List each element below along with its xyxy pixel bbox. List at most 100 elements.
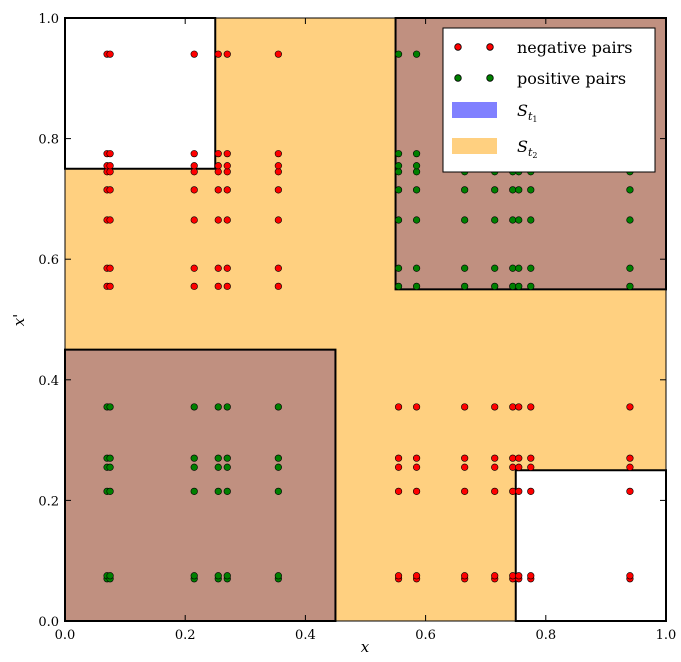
- negative-pair-point-89: [394, 403, 403, 411]
- negative-pair-point-79: [274, 186, 282, 194]
- positive-pair-point-149: [509, 186, 517, 194]
- positive-pair-point-162: [515, 216, 523, 224]
- positive-pair-point-60: [223, 454, 231, 462]
- negative-pair-point-88: [394, 454, 403, 462]
- negative-pair-point-38: [190, 168, 198, 176]
- positive-pair-point-174: [527, 282, 535, 290]
- negative-pair-point-113: [461, 572, 469, 580]
- positive-pair-point-73: [274, 463, 282, 471]
- negative-pair-point-27: [106, 50, 114, 58]
- positive-pair-point-176: [527, 216, 535, 224]
- negative-pair-point-67: [223, 162, 231, 170]
- negative-pair-point-50: [214, 216, 222, 224]
- negative-pair-point-156: [515, 487, 523, 495]
- positive-pair-point-118: [461, 282, 469, 290]
- negative-pair-point-40: [190, 150, 198, 158]
- positive-pair-point-74: [274, 454, 282, 462]
- positive-pair-point-33: [190, 403, 198, 411]
- positive-pair-point-17: [106, 463, 114, 471]
- negative-pair-point-26: [106, 150, 114, 158]
- x-tick-label-5: 1.0: [656, 628, 677, 643]
- negative-pair-point-51: [214, 186, 222, 194]
- negative-pair-point-62: [223, 282, 231, 290]
- positive-pair-point-92: [394, 216, 403, 224]
- plot-frame: [64, 17, 667, 622]
- positive-pair-point-120: [461, 216, 469, 224]
- positive-pair-point-108: [412, 168, 421, 176]
- negative-pair-point-103: [412, 403, 421, 411]
- negative-pair-point-159: [515, 403, 523, 411]
- positive-pair-point-121: [461, 186, 469, 194]
- positive-pair-point-43: [214, 572, 222, 580]
- positive-pair-point-45: [214, 463, 222, 471]
- positive-pair-point-96: [394, 150, 403, 158]
- positive-pair-point-190: [626, 216, 634, 224]
- legend-st1-swatch: [452, 102, 497, 118]
- x-tick-label-0: 0.0: [55, 628, 76, 643]
- y-tick-label-2: 0.4: [38, 374, 59, 389]
- legend-st1-sub: t: [528, 110, 533, 123]
- positive-pair-point-32: [190, 454, 198, 462]
- x-axis-label: x: [361, 638, 370, 656]
- negative-pair-point-186: [626, 454, 634, 462]
- negative-pair-point-172: [527, 454, 535, 462]
- negative-pair-point-145: [509, 403, 517, 411]
- negative-pair-point-55: [214, 50, 222, 58]
- negative-pair-point-65: [223, 186, 231, 194]
- negative-pair-point-142: [509, 487, 517, 495]
- legend-st1-label: St1: [517, 101, 537, 124]
- negative-pair-point-144: [509, 454, 517, 462]
- negative-pair-point-34: [190, 282, 198, 290]
- negative-pair-point-101: [412, 463, 421, 471]
- positive-pair-point-119: [461, 264, 469, 272]
- negative-pair-point-116: [461, 454, 469, 462]
- negative-pair-point-99: [412, 572, 421, 580]
- negative-pair-point-170: [527, 487, 535, 495]
- legend-st2-label: St2: [517, 137, 537, 160]
- negative-pair-point-35: [190, 264, 198, 272]
- negative-pair-point-80: [274, 168, 282, 176]
- negative-pair-point-114: [461, 487, 469, 495]
- negative-pair-point-83: [274, 50, 282, 58]
- negative-pair-point-48: [214, 282, 222, 290]
- negative-pair-point-157: [515, 463, 523, 471]
- negative-pair-point-130: [491, 454, 499, 462]
- y-axis-label: x': [10, 314, 28, 327]
- positive-pair-point-57: [223, 572, 231, 580]
- negative-pair-point-68: [223, 150, 231, 158]
- negative-pair-point-69: [223, 50, 231, 58]
- negative-pair-point-155: [515, 572, 523, 580]
- negative-pair-point-64: [223, 216, 231, 224]
- legend: negative pairs positive pairs St1 St2: [442, 27, 656, 173]
- positive-pair-point-135: [491, 186, 499, 194]
- legend-st2-subsub: 2: [532, 151, 537, 160]
- s-t2-excluded-region-1: [514, 469, 667, 622]
- negative-pair-point-85: [394, 572, 403, 580]
- y-tick-label-4: 0.8: [38, 133, 59, 148]
- negative-pair-point-115: [461, 463, 469, 471]
- ticks-layer: 0.0 0.2 0.4 0.6 0.8 1.0 0.0 0.2 0.4 0.6 0.8 1.0: [38, 12, 676, 643]
- positive-pair-point-161: [515, 264, 523, 272]
- y-tick-label-5: 1.0: [38, 12, 59, 27]
- negative-pair-point-24: [106, 168, 114, 176]
- positive-pair-point-18: [106, 454, 114, 462]
- positive-pair-point-132: [491, 282, 499, 290]
- positive-pair-point-72: [274, 487, 282, 495]
- positive-pair-point-188: [626, 282, 634, 290]
- points-layer: [103, 50, 634, 583]
- positive-pair-point-107: [412, 186, 421, 194]
- positive-pair-point-110: [412, 150, 421, 158]
- positive-pair-point-47: [214, 403, 222, 411]
- negative-pair-point-187: [626, 403, 634, 411]
- positive-pair-point-104: [412, 282, 421, 290]
- negative-pair-point-66: [223, 168, 231, 176]
- negative-pair-point-76: [274, 282, 282, 290]
- positive-pair-point-90: [394, 282, 403, 290]
- negative-pair-point-117: [461, 403, 469, 411]
- negative-pair-point-128: [491, 487, 499, 495]
- positive-pair-point-109: [412, 162, 421, 170]
- y-tick-label-3: 0.6: [38, 253, 59, 268]
- positive-pair-point-106: [412, 216, 421, 224]
- negative-pair-point-87: [394, 463, 403, 471]
